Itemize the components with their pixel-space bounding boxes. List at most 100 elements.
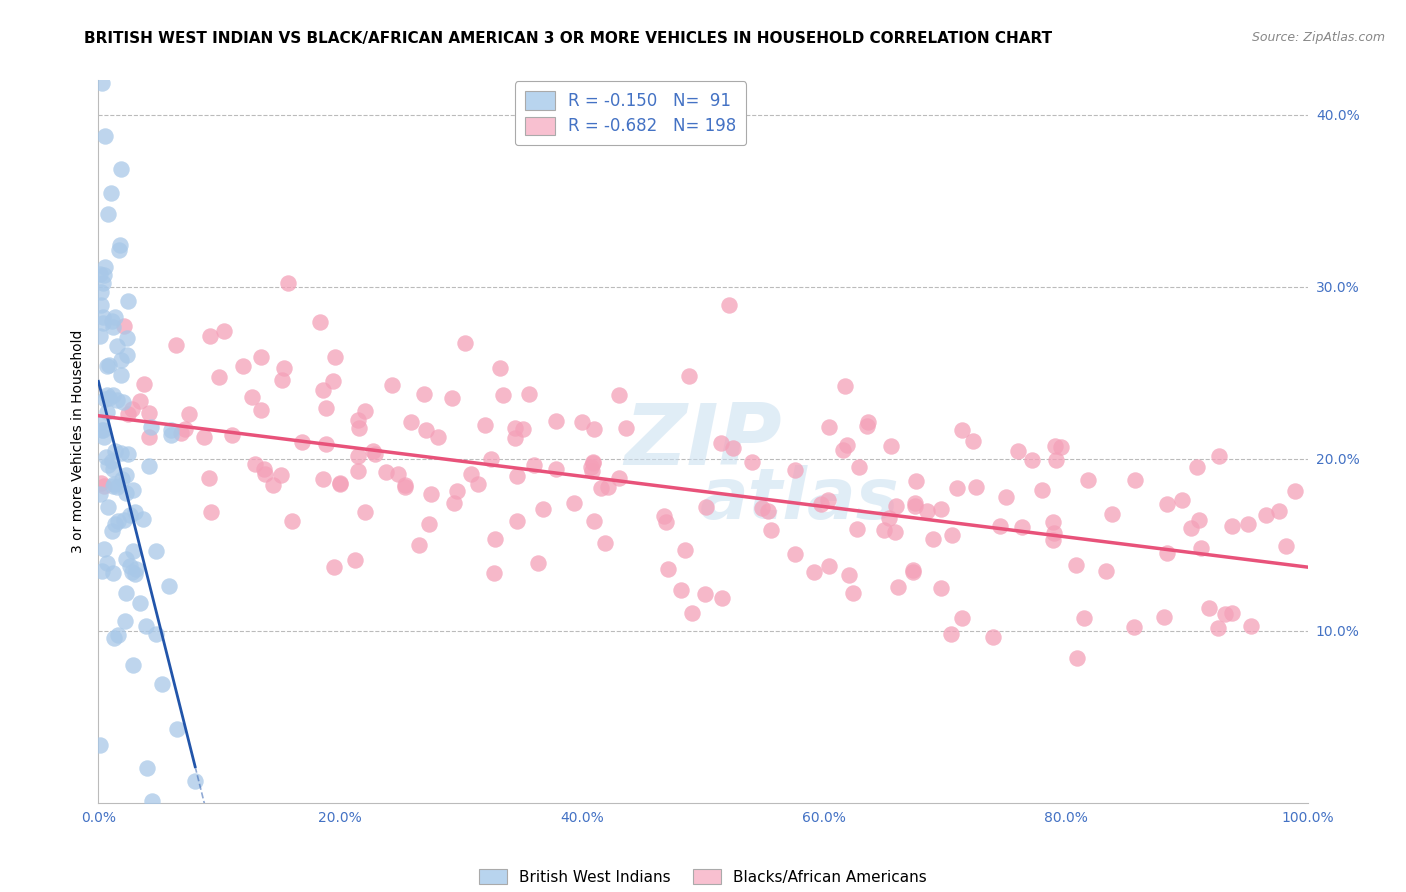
Point xyxy=(1042,533,1064,547)
Point xyxy=(193,430,215,444)
Point xyxy=(544,414,567,428)
Point xyxy=(96,405,118,419)
Point xyxy=(315,401,337,416)
Point xyxy=(262,478,284,492)
Point xyxy=(1171,492,1194,507)
Point xyxy=(394,480,416,494)
Point xyxy=(91,564,114,578)
Point xyxy=(488,361,510,376)
Point xyxy=(950,610,973,624)
Point xyxy=(848,459,870,474)
Point xyxy=(446,483,468,498)
Point xyxy=(108,244,131,258)
Point xyxy=(111,395,134,409)
Point xyxy=(112,513,135,527)
Point xyxy=(270,468,292,483)
Point xyxy=(124,567,146,582)
Point xyxy=(1191,541,1213,555)
Point xyxy=(110,368,132,382)
Point xyxy=(415,423,437,437)
Point xyxy=(412,386,434,401)
Point xyxy=(129,393,152,408)
Point xyxy=(652,508,675,523)
Point xyxy=(94,392,117,406)
Point xyxy=(669,583,692,598)
Point xyxy=(103,479,125,493)
Point xyxy=(96,556,118,570)
Point xyxy=(1187,513,1209,527)
Point xyxy=(583,514,606,528)
Point xyxy=(312,472,335,486)
Point xyxy=(901,563,924,577)
Point xyxy=(354,505,377,519)
Point xyxy=(253,467,276,481)
Point xyxy=(346,449,368,463)
Point xyxy=(484,533,506,547)
Point xyxy=(593,536,616,550)
Point xyxy=(526,557,548,571)
Point xyxy=(104,444,127,458)
Point xyxy=(89,267,111,281)
Point xyxy=(323,350,346,364)
Point xyxy=(785,462,807,476)
Point xyxy=(346,413,368,427)
Point xyxy=(1274,539,1296,553)
Point xyxy=(107,514,129,528)
Point xyxy=(97,500,120,515)
Text: BRITISH WEST INDIAN VS BLACK/AFRICAN AMERICAN 3 OR MORE VEHICLES IN HOUSEHOLD CO: BRITISH WEST INDIAN VS BLACK/AFRICAN AME… xyxy=(84,31,1053,46)
Point xyxy=(887,580,910,594)
Point xyxy=(138,458,160,473)
Point xyxy=(941,528,963,542)
Point xyxy=(1213,607,1236,621)
Point xyxy=(91,76,114,90)
Point xyxy=(904,496,927,510)
Point xyxy=(673,542,696,557)
Point xyxy=(845,522,868,536)
Point xyxy=(877,511,900,525)
Point xyxy=(121,565,143,579)
Point xyxy=(121,402,143,417)
Point xyxy=(399,415,422,429)
Point xyxy=(93,478,115,492)
Point xyxy=(93,430,115,444)
Point xyxy=(111,472,134,486)
Point xyxy=(96,388,118,402)
Point xyxy=(97,207,120,221)
Point xyxy=(818,420,841,434)
Point xyxy=(145,626,167,640)
Point xyxy=(581,464,603,478)
Point xyxy=(270,373,292,387)
Point xyxy=(880,439,903,453)
Point xyxy=(922,532,945,546)
Point xyxy=(323,560,346,574)
Point xyxy=(1042,515,1064,529)
Point xyxy=(173,422,195,436)
Point xyxy=(132,512,155,526)
Point xyxy=(873,523,896,537)
Point xyxy=(915,504,938,518)
Point xyxy=(197,471,219,485)
Point xyxy=(97,391,120,405)
Point xyxy=(904,500,927,514)
Point xyxy=(995,490,1018,504)
Point xyxy=(531,502,554,516)
Point xyxy=(1094,564,1116,578)
Point xyxy=(1240,619,1263,633)
Legend: British West Indians, Blacks/African Americans: British West Indians, Blacks/African Ame… xyxy=(471,861,935,892)
Point xyxy=(803,566,825,580)
Point xyxy=(681,606,703,620)
Point xyxy=(418,517,440,532)
Point xyxy=(614,421,637,435)
Point xyxy=(160,427,183,442)
Point xyxy=(761,523,783,537)
Point xyxy=(89,738,111,752)
Point xyxy=(281,514,304,528)
Point xyxy=(90,298,112,312)
Point xyxy=(329,476,352,491)
Point xyxy=(503,431,526,445)
Point xyxy=(101,524,124,538)
Point xyxy=(1284,483,1306,498)
Point xyxy=(1073,611,1095,625)
Point xyxy=(571,415,593,429)
Point xyxy=(655,515,678,529)
